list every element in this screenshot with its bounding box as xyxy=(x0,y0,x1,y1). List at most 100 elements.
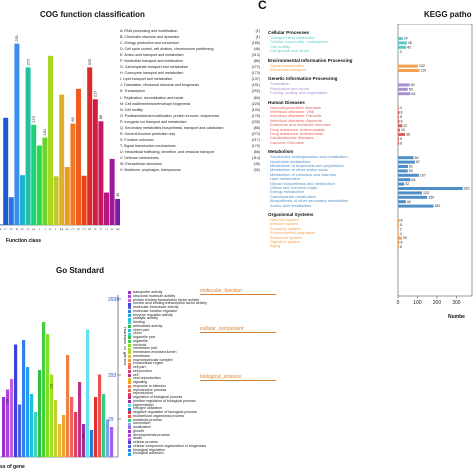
kegg-category: Genetic Information Processing xyxy=(268,76,338,82)
cog-legend-row: V: Defense mechanisms (114) xyxy=(120,155,260,161)
kegg-subcategory: Nervous system xyxy=(270,217,299,222)
go-bar xyxy=(18,404,22,457)
kegg-bar xyxy=(398,160,415,164)
kegg-subcategory: Xenobiotics biodegradation and metabolis… xyxy=(270,154,348,160)
kegg-bar xyxy=(398,156,414,160)
cog-legend-count: (45) xyxy=(253,162,260,167)
cog-panel: COG function classification A141BCDE251F… xyxy=(0,0,262,244)
cog-legend-text: L: Replication, recombination and repair xyxy=(120,95,184,100)
go-legend-swatch xyxy=(128,358,131,362)
cog-legend-count: (217) xyxy=(251,137,260,142)
kegg-subcategory: Replication and repair xyxy=(270,85,309,91)
cog-tick-label: C xyxy=(4,227,7,230)
go-legend-text: membrane part xyxy=(133,346,158,351)
kegg-subcategory: Global and overview maps xyxy=(270,185,318,190)
cog-legend-count: (175) xyxy=(251,113,260,118)
cog-legend-text: S: Function unknown xyxy=(120,137,154,142)
kegg-data-label: 332 xyxy=(464,187,470,191)
go-legend-item: catalytic activity xyxy=(128,317,158,321)
go-legend-text: biological regulation xyxy=(133,447,165,452)
kegg-bar xyxy=(398,45,407,49)
go-legend-text: growth xyxy=(133,428,144,433)
kegg-bar xyxy=(398,236,402,240)
cog-legend-row: N: Cell motility (100) xyxy=(120,107,260,113)
kegg-data-label: 5 xyxy=(400,137,402,141)
go-chart: 55 23 24 2938 293 29 Number of genes xyxy=(0,295,126,458)
kegg-bar xyxy=(398,241,400,244)
cog-legend-count: (114) xyxy=(251,155,260,160)
go-legend-text: virion xyxy=(133,331,142,336)
go-legend-text: nucleoid xyxy=(133,342,147,347)
go-legend-text: nitrogen utilization xyxy=(133,406,162,411)
go-legend-text: transporter activity xyxy=(133,290,163,294)
kegg-x-tick-label: 300 xyxy=(452,300,461,306)
kegg-data-label: 40 xyxy=(407,200,411,204)
kegg-subcategory: Carbohydrate metabolism xyxy=(270,193,316,199)
go-legend-swatch xyxy=(128,306,131,310)
kegg-subcategory: Infectious diseases: Viral xyxy=(270,109,315,114)
kegg-data-label: 20 xyxy=(403,236,407,240)
cog-legend-text: F: Nucleotide transport and metabolism xyxy=(120,59,183,64)
go-bar xyxy=(26,367,30,457)
kegg-subcategory: Drug resistance: Antineoplastic xyxy=(270,126,325,132)
cog-legend-text: M: Cell wall/membrane/envelope biogenesi… xyxy=(120,101,191,106)
kegg-subcategory: Neurodegenerative diseases xyxy=(270,104,321,110)
go-legend-item: response to stimulus xyxy=(128,384,166,389)
go-legend-item: localization xyxy=(128,425,151,430)
cog-tick-label: G xyxy=(27,227,30,230)
go-legend-text: signaling xyxy=(133,380,148,384)
go-legend-text: membrane-enclosed lumen xyxy=(133,350,177,354)
cog-legend-text: U: Intracellular trafficking, secretion,… xyxy=(120,149,215,154)
go-bar xyxy=(14,344,18,457)
go-panel: Go Standard xyxy=(0,255,270,474)
go-legend-item: binding xyxy=(128,320,145,325)
cog-legend-count: (1) xyxy=(255,29,260,33)
kegg-bar xyxy=(398,178,411,182)
go-bar xyxy=(58,424,62,457)
go-legend-text: structural molecule activity xyxy=(133,293,176,298)
kegg-bar xyxy=(398,37,403,40)
go-bar xyxy=(66,355,70,457)
kegg-data-label: 102 xyxy=(419,64,425,68)
cog-bar xyxy=(59,94,65,225)
kegg-bar xyxy=(398,137,399,141)
cog-legend-count: (173) xyxy=(251,71,260,76)
go-legend-text: multicellular organismal process xyxy=(133,413,185,418)
cog-data-label: 45 xyxy=(115,192,120,197)
go-legend-text: virion part xyxy=(133,327,149,332)
go-bar xyxy=(34,412,38,457)
go-right-tick-label: 29 xyxy=(108,417,114,423)
go-legend-swatch xyxy=(128,433,131,437)
cog-legend-row: M: Cell wall/membrane/envelope biogenesi… xyxy=(120,101,260,107)
go-legend-item: membrane-enclosed lumen xyxy=(128,350,177,355)
go-legend-swatch xyxy=(128,310,131,314)
go-legend-text: cellular process xyxy=(133,440,158,444)
kegg-subcategory: Cancers: Overview xyxy=(270,139,304,145)
cog-legend-text: P: Inorganic ion transport and metabolis… xyxy=(120,119,187,124)
go-legend-item: cellular component organization or bioge… xyxy=(128,444,206,449)
kegg-bar xyxy=(398,69,420,72)
go-legend-swatch xyxy=(128,400,131,404)
go-legend-swatch xyxy=(128,366,131,370)
cog-legend-count: (137) xyxy=(251,77,260,82)
go-legend-item: developmental process xyxy=(128,433,170,438)
cog-legend-text: T: Signal transduction mechanisms xyxy=(120,143,176,148)
kegg-subcategory: Infectious diseases: Parasitic xyxy=(270,113,322,119)
cog-tick-label: Q xyxy=(83,227,86,230)
cog-tick-label: W xyxy=(116,227,120,230)
go-legend-item: cellular process xyxy=(128,440,158,445)
kegg-data-label: 6 xyxy=(400,141,402,145)
cog-tick-label: P xyxy=(77,227,80,230)
go-bar xyxy=(10,379,14,457)
go-bar xyxy=(102,394,106,457)
go-bar xyxy=(78,382,82,457)
cog-legend-count: (86) xyxy=(253,59,260,64)
cog-legend-text: V: Defense mechanisms xyxy=(120,155,159,160)
kegg-x-tick-label: 200 xyxy=(433,300,442,306)
go-legend-item: reproductive process xyxy=(128,388,166,393)
kegg-bar xyxy=(398,204,434,208)
go-legend-text: cell junction xyxy=(133,368,152,373)
go-legend-item: molecular transducer activity xyxy=(128,305,179,310)
cog-bar xyxy=(48,55,53,225)
cog-legend-text: H: Coenzyme transport and metabolism xyxy=(120,71,184,76)
